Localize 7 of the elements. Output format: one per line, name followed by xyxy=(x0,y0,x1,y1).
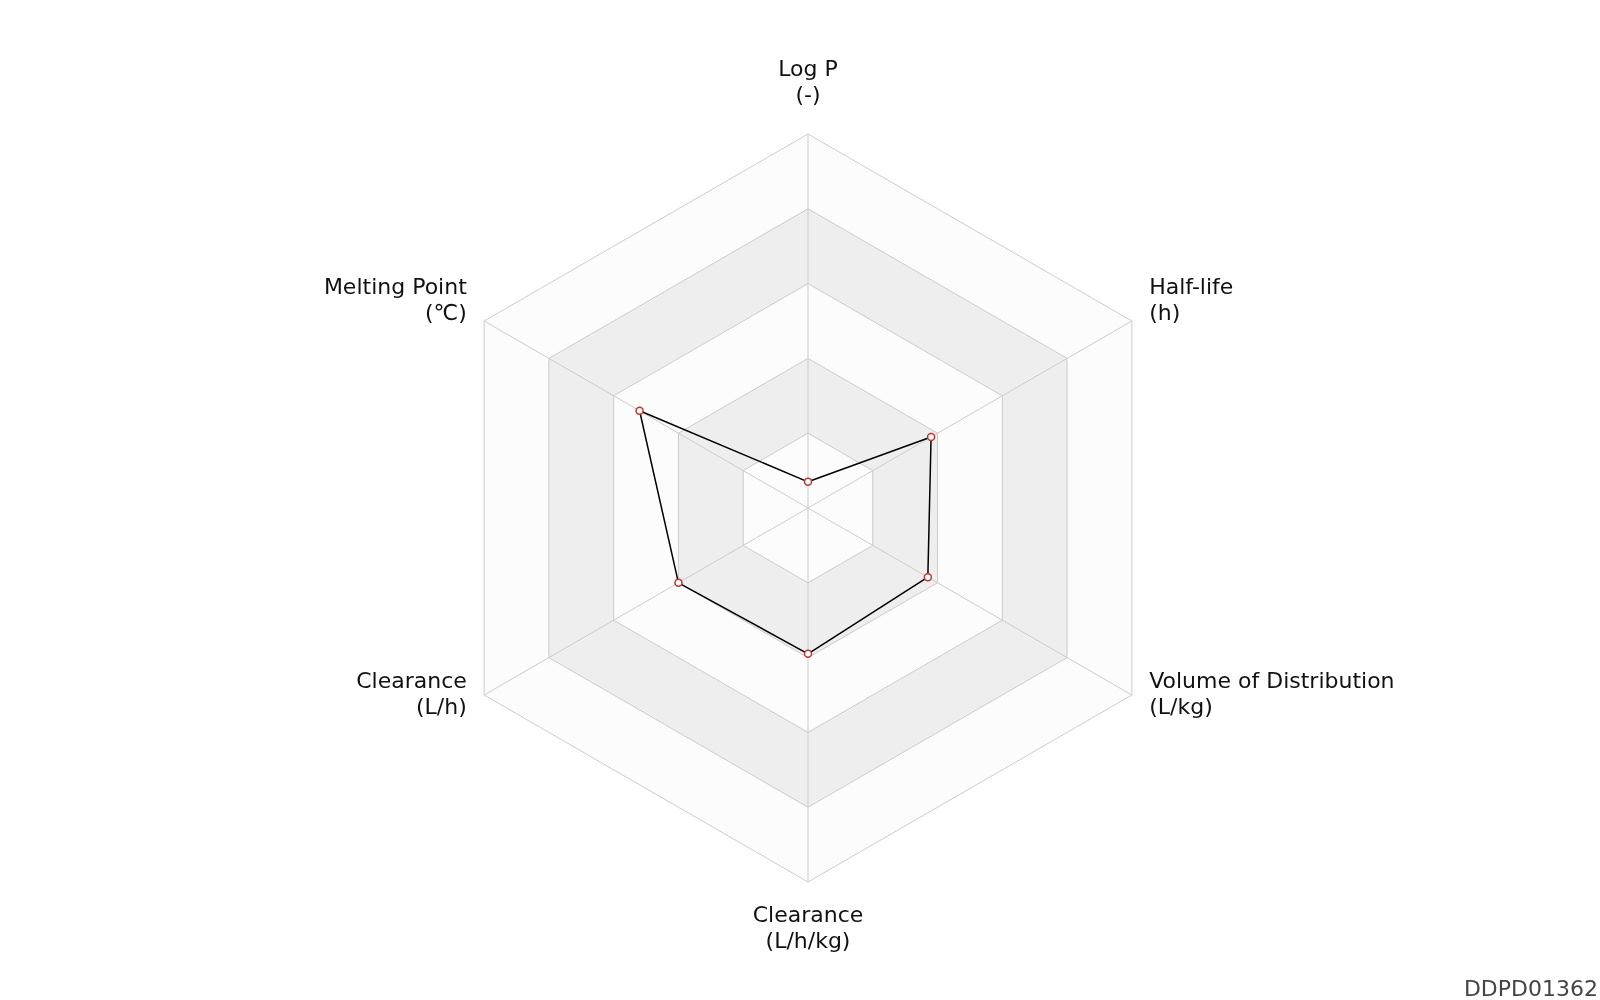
spoke-label: Clearance (L/h) xyxy=(356,668,467,719)
text: DDPD01362 xyxy=(1463,976,1598,1000)
spoke-label: Half-life (h) xyxy=(1149,274,1234,325)
spoke-label: Volume of Distribution (L/kg) xyxy=(1149,668,1395,719)
spoke-label: Clearance (L/h/kg) xyxy=(752,902,864,953)
spoke-label: Log P (-) xyxy=(778,56,838,107)
spoke-label: Melting Point (℃) xyxy=(323,274,468,325)
